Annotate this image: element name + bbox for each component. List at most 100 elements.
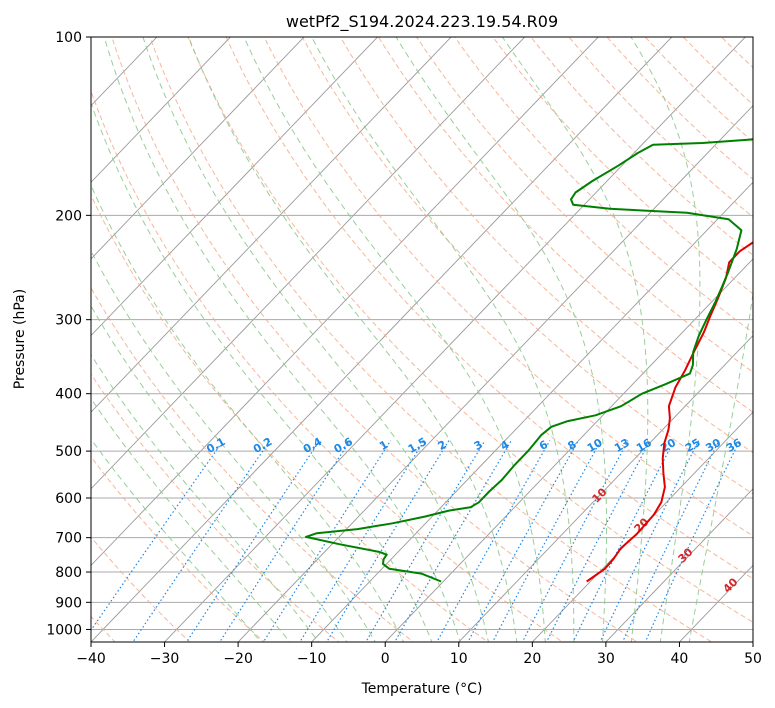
isotherm-line: [237, 105, 753, 642]
y-tick-label: 300: [55, 313, 82, 329]
mixing-ratio-line: [436, 440, 551, 642]
profile-series: [304, 138, 753, 583]
mixing-ratio-line: [492, 440, 602, 642]
moist-adiabat-label: 40: [721, 575, 741, 595]
mixing-ratio-line: [365, 440, 486, 642]
moist-adiabat-line: [395, 37, 607, 642]
x-tick-label: 10: [450, 651, 468, 667]
dewpoint-line: [304, 138, 753, 583]
mixing-ratio-line: [467, 440, 579, 642]
moist-adiabat-line: [243, 37, 546, 642]
dry-adiabat-line: [454, 37, 753, 334]
dry-adiabat-line: [91, 286, 415, 642]
y-tick-label: 900: [55, 595, 82, 611]
moist-adiabat-line: [630, 37, 701, 642]
moist-adiabat-line: [501, 37, 649, 642]
x-tick-label: 20: [523, 651, 541, 667]
y-tick-label: 1000: [46, 622, 82, 638]
mixing-ratio-line: [262, 440, 392, 642]
isotherm-line: [311, 181, 753, 642]
mixing-ratio-line: [132, 440, 271, 642]
dry-adiabat-line: [416, 37, 753, 373]
mixing-ratio-label: 0.2: [251, 435, 274, 456]
moist-adiabat-line: [91, 438, 262, 642]
isotherm-line: [163, 37, 746, 642]
mixing-ratio-line: [219, 440, 351, 642]
isotherm-line: [91, 37, 232, 183]
mixing-ratio-label: 0.4: [301, 435, 325, 456]
mixing-ratio-line: [644, 440, 741, 642]
x-tick-label: −40: [76, 651, 106, 667]
x-tick-label: 0: [381, 651, 390, 667]
mixing-ratio-label: 16: [634, 436, 654, 455]
isotherm-line: [605, 488, 753, 642]
isotherm-line: [384, 258, 753, 642]
mixing-ratio-label: 10: [585, 436, 605, 455]
isotherm-line: [91, 37, 526, 490]
mixing-ratio-label: 13: [612, 436, 632, 455]
isotherm-line: [531, 411, 753, 642]
y-tick-label: 600: [55, 491, 82, 507]
background-lines: [91, 37, 753, 642]
y-tick-label: 100: [55, 30, 82, 46]
dry-adiabat-line: [111, 37, 639, 642]
moist-adiabat-line: [311, 37, 575, 642]
mixing-ratio-label: 1.5: [406, 435, 429, 456]
mixing-ratio-label: 30: [703, 436, 723, 455]
moist-adiabat-line: [91, 249, 376, 642]
isotherm-line: [91, 37, 599, 567]
moist-adiabat-line: [91, 101, 433, 642]
moist-adiabat-label: 20: [632, 515, 652, 535]
x-tick-label: 50: [744, 651, 762, 667]
x-tick-label: −30: [150, 651, 180, 667]
isotherm-line: [91, 37, 452, 413]
moist-adiabat-line: [91, 305, 348, 642]
y-axis-label: Pressure (hPa): [12, 289, 28, 389]
y-tick-label: 200: [55, 208, 82, 224]
mixing-ratio-label: 25: [683, 436, 703, 455]
moist-adiabat-line: [188, 37, 518, 642]
mixing-ratio-label: 0.6: [332, 435, 356, 456]
y-tick-label: 800: [55, 565, 82, 581]
plot-frame: [90, 36, 754, 643]
moist-adiabat-line: [91, 184, 405, 642]
mixing-ratio-label: 0.1: [204, 435, 227, 456]
mixing-ratio-line: [326, 440, 450, 642]
x-tick-label: 30: [597, 651, 615, 667]
dry-adiabat-line: [91, 89, 564, 642]
x-tick-label: −10: [297, 651, 327, 667]
dry-adiabat-line: [568, 37, 753, 218]
mixing-ratio-line: [621, 440, 720, 642]
mixing-ratio-line: [572, 440, 675, 642]
dry-adiabat-line: [225, 37, 753, 580]
x-tick-label: −20: [223, 651, 253, 667]
dry-adiabat-label: 0: [0, 31, 3, 45]
y-tick-label: 700: [55, 531, 82, 547]
axis-ticks: −40 −30 −20 −10 0 10 20 30 40 50 100 200 300 400 500 60…: [46, 30, 762, 667]
dry-adiabat-line: [149, 37, 713, 642]
dry-adiabat-line: [91, 455, 265, 642]
mixing-ratio-line: [599, 440, 700, 642]
mixing-ratio-line: [91, 440, 224, 632]
moist-adiabat-line: [688, 290, 753, 642]
moist-adiabat-line: [91, 353, 320, 642]
mixing-ratio-line: [394, 440, 512, 642]
moist-adiabat-line: [91, 397, 291, 642]
dry-adiabat-line: [720, 37, 753, 69]
mixing-ratio-line: [521, 440, 629, 642]
isotherm-line: [752, 641, 753, 642]
line-labels: 0.10.20.40.611.52346810131620253036-100-…: [0, 31, 744, 596]
dry-adiabat-line: [377, 37, 753, 413]
dry-adiabat-line: [301, 37, 753, 495]
dry-adiabat-line: [263, 37, 753, 537]
dry-adiabat-line: [91, 373, 340, 642]
moist-adiabat-label: 30: [676, 545, 696, 565]
x-axis-label: Temperature (°C): [361, 681, 483, 697]
x-tick-label: 40: [671, 651, 689, 667]
isotherm-line: [91, 37, 379, 337]
moist-adiabat-line: [142, 37, 490, 642]
dry-adiabat-line: [91, 194, 489, 642]
isotherm-line: [91, 37, 673, 642]
